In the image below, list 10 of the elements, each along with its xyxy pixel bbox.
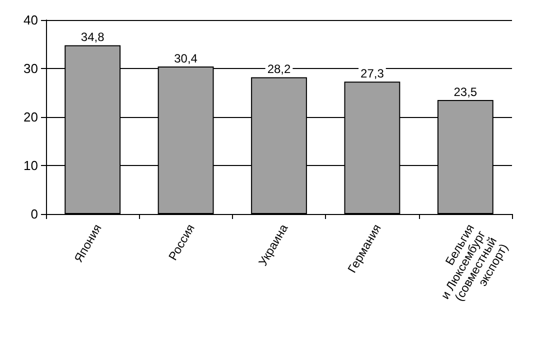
data-label: 27,3 bbox=[360, 66, 384, 81]
y-tick-label: 20 bbox=[24, 110, 38, 124]
y-tick-label: 30 bbox=[24, 61, 38, 76]
y-tick-label: 0 bbox=[30, 206, 38, 222]
data-label: 30,4 bbox=[174, 52, 198, 66]
data-label: 23,5 bbox=[454, 85, 478, 100]
data-label: 28,2 bbox=[267, 62, 291, 76]
y-tick-label: 40 bbox=[24, 12, 38, 28]
y-tick-label: 10 bbox=[24, 158, 38, 173]
data-label: 34,8 bbox=[80, 30, 105, 44]
